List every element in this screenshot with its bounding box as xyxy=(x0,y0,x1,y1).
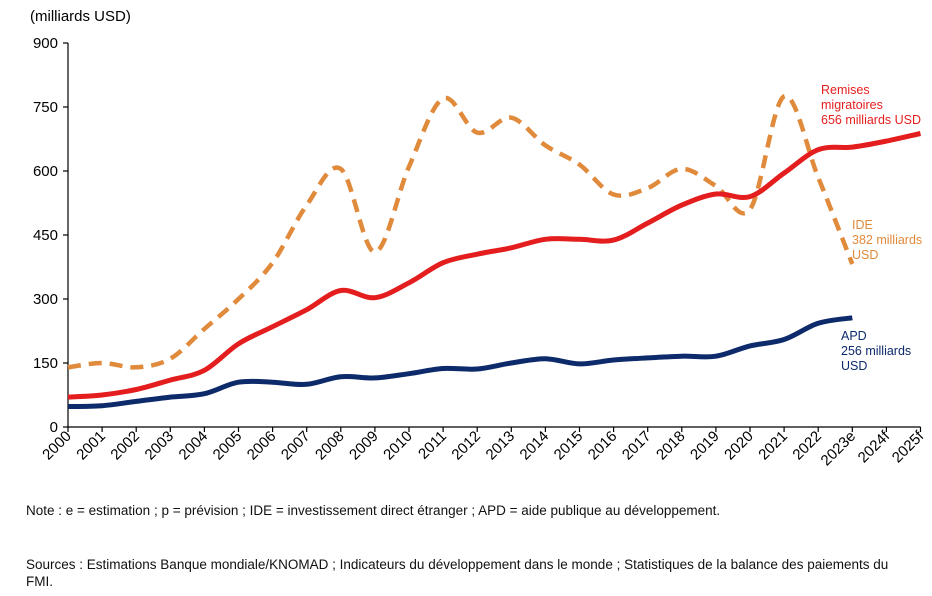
series-lines xyxy=(67,94,922,409)
chart-sources: Sources : Estimations Banque mondiale/KN… xyxy=(26,557,889,589)
series-line-ide xyxy=(67,94,855,370)
x-tick-label: 2000 xyxy=(39,428,75,464)
x-tick-label: 2024f xyxy=(855,427,894,466)
y-tick-label: 900 xyxy=(33,35,58,52)
series-label-remises-migratoires: migratoires xyxy=(821,98,883,112)
x-tick-label: 2012 xyxy=(448,428,484,464)
x-axis: 2000200120022003200420052006200720082009… xyxy=(39,426,928,470)
x-tick-label: 2009 xyxy=(346,428,382,464)
x-tick-label: 2019 xyxy=(687,428,723,464)
y-tick-label: 600 xyxy=(33,163,58,180)
y-tick-label: 750 xyxy=(33,99,58,116)
x-tick-label: 2010 xyxy=(380,428,416,464)
x-tick-label: 2015 xyxy=(551,428,587,464)
series-label-ide: IDE xyxy=(852,218,873,232)
x-tick-label: 2002 xyxy=(107,428,143,464)
x-tick-label: 2025f xyxy=(889,427,928,466)
x-tick-label: 2005 xyxy=(210,428,246,464)
x-tick-label: 2017 xyxy=(619,428,655,464)
series-label-apd: APD xyxy=(841,329,867,343)
series-line-apd xyxy=(67,315,853,409)
y-tick-label: 300 xyxy=(33,291,58,308)
x-tick-label: 2023e xyxy=(818,428,860,470)
series-label-ide: 382 milliards xyxy=(852,233,922,247)
x-tick-label: 2003 xyxy=(142,428,178,464)
x-tick-label: 2008 xyxy=(312,428,348,464)
y-tick-label: 450 xyxy=(33,227,58,244)
x-tick-label: 2001 xyxy=(73,428,109,464)
x-tick-label: 2013 xyxy=(483,428,519,464)
x-tick-label: 2014 xyxy=(517,428,553,464)
y-tick-label: 0 xyxy=(50,419,58,436)
x-tick-label: 2021 xyxy=(755,428,791,464)
series-label-apd: 256 milliards xyxy=(841,344,911,358)
y-axis-title: (milliards USD) xyxy=(30,8,131,25)
x-tick-label: 2020 xyxy=(721,428,757,464)
series-label-remises-migratoires: 656 milliards USD xyxy=(821,113,921,127)
line-chart: (milliards USD) 0 150 300 450 600 750 900 2000… xyxy=(30,8,928,470)
x-tick-label: 2004 xyxy=(176,428,212,464)
y-tick-label: 150 xyxy=(33,355,58,372)
chart-note: Note : e = estimation ; p = prévision ; … xyxy=(26,503,721,518)
series-label-remises-migratoires: Remises xyxy=(821,83,870,97)
series-line-remises-migratoires xyxy=(67,131,922,400)
x-tick-label: 2007 xyxy=(278,428,314,464)
x-tick-label: 2018 xyxy=(653,428,689,464)
series-label-apd: USD xyxy=(841,359,867,373)
x-tick-label: 2006 xyxy=(244,428,280,464)
x-tick-label: 2011 xyxy=(415,428,450,463)
series-label-ide: USD xyxy=(852,248,878,262)
y-axis: 0 150 300 450 600 750 900 xyxy=(33,35,69,436)
x-tick-label: 2016 xyxy=(585,428,621,464)
